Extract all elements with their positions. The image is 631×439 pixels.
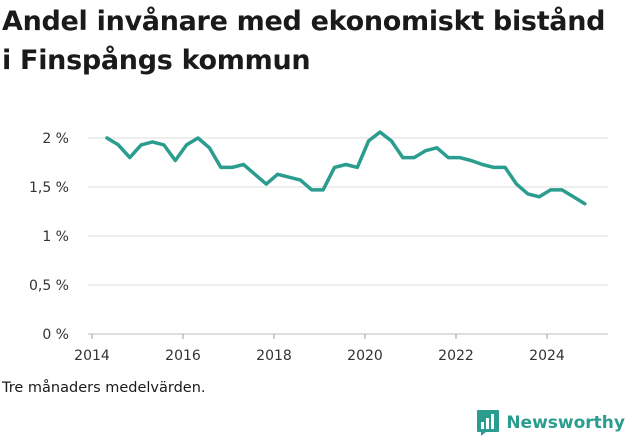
gridlines — [88, 137, 608, 335]
chart-title: Andel invånare med ekonomiskt bistånd i … — [2, 6, 606, 76]
y-tick-label: 2 % — [42, 131, 69, 147]
line-chart: 0 % 0,5 % 1 % 1,5 % 2 % 2014 2016 2018 2020 2022… — [29, 130, 608, 364]
x-tick-label: 2024 — [529, 348, 565, 364]
series-line — [105, 130, 587, 206]
x-tick-label: 2014 — [74, 348, 110, 364]
y-tick-label: 1 % — [42, 229, 69, 245]
brand-name: Newsworthy — [506, 413, 625, 433]
x-tick-label: 2020 — [347, 348, 383, 364]
bar-chart-logo-icon — [477, 410, 500, 436]
x-tick-label: 2016 — [165, 348, 201, 364]
x-tick-label: 2018 — [256, 348, 292, 364]
y-tick-label: 0 % — [42, 327, 69, 343]
x-axis-ticks: 2014 2016 2018 2020 2022 2024 — [74, 334, 565, 364]
y-tick-label: 0,5 % — [29, 278, 69, 294]
y-axis-ticks: 0 % 0,5 % 1 % 1,5 % 2 % — [29, 131, 69, 343]
y-tick-label: 1,5 % — [29, 180, 69, 196]
brand: Newsworthy — [476, 408, 625, 438]
x-tick-label: 2022 — [438, 348, 474, 364]
chart-note: Tre månaders medelvärden. — [2, 380, 206, 396]
